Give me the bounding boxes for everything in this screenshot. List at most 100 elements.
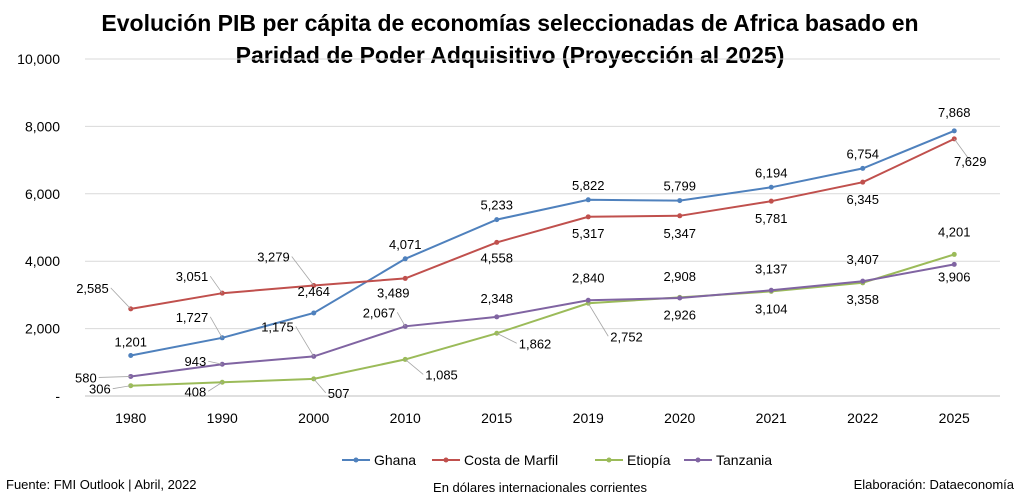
data-label: 3,137 (755, 261, 788, 276)
gridlines (85, 58, 1000, 330)
label-leader-line (404, 359, 424, 375)
x-tick-label: 2015 (481, 410, 512, 426)
label-leader-line (953, 138, 971, 162)
y-tick-label: 4,000 (25, 253, 60, 269)
data-label: 2,348 (480, 291, 513, 306)
label-leader-line (208, 360, 223, 365)
data-label: 5,799 (663, 179, 696, 194)
data-point (860, 179, 866, 185)
data-label: 2,752 (610, 329, 643, 344)
data-label: 2,908 (663, 269, 696, 284)
data-label: 1,862 (519, 336, 552, 351)
data-point (585, 214, 591, 220)
legend-marker (695, 457, 701, 463)
data-point (768, 287, 774, 293)
data-labels: 1,201 1,727 2,464 4,071 5,233 5,822 5,799 6,194… (75, 105, 986, 401)
data-label: 2,840 (572, 270, 605, 285)
data-label: 3,407 (846, 252, 879, 267)
x-tick-label: 2022 (847, 410, 878, 426)
data-point (677, 213, 683, 219)
series-line (130, 129, 955, 357)
data-label: 3,358 (846, 292, 879, 307)
data-label: 2,926 (663, 307, 696, 322)
data-label: 5,781 (755, 211, 788, 226)
data-label: 943 (185, 354, 207, 369)
legend-marker (443, 457, 449, 463)
series-line (130, 137, 955, 310)
legend-label: Ghana (374, 452, 416, 468)
data-label: 3,104 (755, 301, 788, 316)
y-tick-label: 8,000 (25, 118, 60, 134)
data-label: 1,175 (261, 319, 294, 334)
label-leader-line (112, 385, 131, 390)
legend-marker (606, 457, 612, 463)
data-point (494, 314, 500, 320)
data-point (860, 165, 866, 171)
data-label: 5,233 (480, 198, 513, 213)
legend-label: Tanzania (716, 452, 772, 468)
data-label: 1,201 (114, 335, 147, 350)
chart-title-line-1: Evolución PIB per cápita de economías se… (101, 10, 918, 36)
data-label: 4,201 (938, 224, 971, 239)
data-point (311, 310, 317, 316)
data-label: 2,464 (297, 284, 330, 299)
label-leader-line (587, 303, 609, 337)
source-note: Fuente: FMI Outlook | Abril, 2022 (6, 477, 197, 492)
data-point (494, 217, 500, 223)
x-tick-label: 2021 (756, 410, 787, 426)
data-label: 5,317 (572, 226, 605, 241)
label-leader-line (496, 332, 517, 344)
data-label: 4,071 (389, 237, 422, 252)
data-label: 408 (185, 384, 207, 399)
data-label: 2,585 (76, 281, 109, 296)
data-label: 5,822 (572, 178, 605, 193)
data-label: 507 (328, 386, 350, 401)
data-point (677, 295, 683, 301)
chart-title-line-2: Paridad de Poder Adquisitivo (Proyección… (236, 42, 785, 68)
data-label: 5,347 (663, 226, 696, 241)
data-point (951, 251, 957, 257)
series-line (130, 263, 955, 378)
x-tick-label: 2000 (298, 410, 329, 426)
data-point (768, 184, 774, 190)
data-label: 1,085 (425, 367, 458, 382)
label-leader-line (208, 381, 223, 392)
label-leader-line (209, 275, 223, 294)
data-label: 6,194 (755, 165, 788, 180)
legend-label: Costa de Marfil (464, 452, 558, 468)
data-point (860, 278, 866, 284)
data-label: 6,345 (846, 192, 879, 207)
label-leader-line (98, 376, 131, 378)
credit-note: Elaboración: Dataeconomía (854, 477, 1015, 492)
data-point (951, 261, 957, 267)
data-point (677, 198, 683, 204)
x-tick-label: 1980 (115, 410, 146, 426)
data-point (402, 256, 408, 262)
data-label: 1,727 (176, 310, 209, 325)
data-point (585, 297, 591, 303)
label-leader-line (209, 316, 223, 338)
data-point (128, 353, 134, 359)
axes: - 2,000 4,000 6,000 8,000 10,000 1980 1990 2000 2… (17, 51, 1000, 426)
data-point (494, 239, 500, 245)
label-leader-line (291, 256, 315, 286)
data-label: 3,051 (176, 269, 209, 284)
label-leader-line (313, 378, 327, 394)
data-label: 306 (89, 382, 111, 397)
data-label: 2,067 (363, 305, 396, 320)
x-tick-label: 1990 (207, 410, 238, 426)
data-label: 7,868 (938, 105, 971, 120)
y-tick-label: 10,000 (17, 51, 60, 67)
label-leader-line (295, 326, 315, 357)
label-leader-line (396, 312, 406, 327)
data-point (402, 275, 408, 281)
label-leader-line (110, 287, 132, 310)
y-tick-label: - (55, 388, 60, 404)
x-tick-label: 2020 (664, 410, 695, 426)
x-tick-label: 2025 (939, 410, 970, 426)
data-label: 3,279 (257, 249, 290, 264)
data-point (768, 198, 774, 204)
series-line (130, 253, 955, 387)
y-tick-label: 2,000 (25, 321, 60, 337)
data-point (951, 128, 957, 134)
